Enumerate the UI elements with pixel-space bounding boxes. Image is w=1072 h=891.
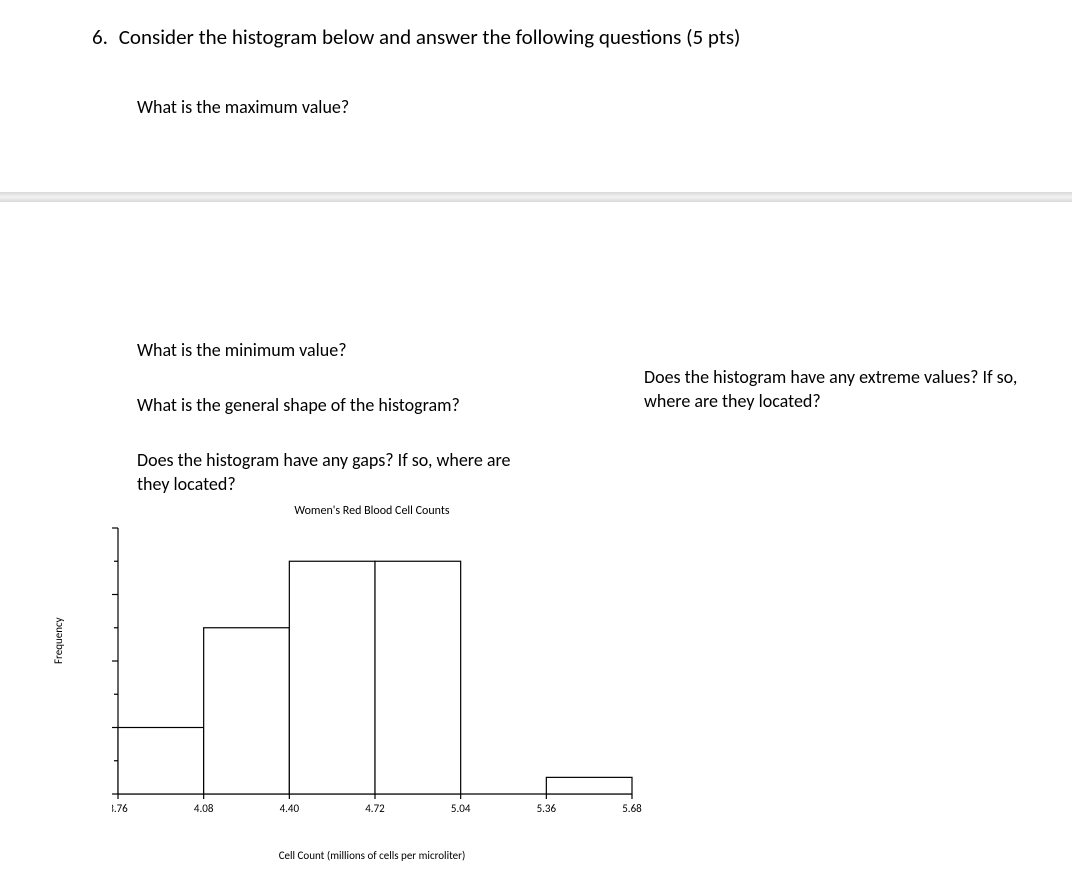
subquestion-max: What is the maximum value? [137, 95, 349, 119]
x-tick-label: 3.76 [112, 802, 128, 815]
histogram-bar [204, 628, 290, 794]
question-number: 6. [92, 24, 108, 50]
x-tick-label: 5.68 [622, 802, 642, 815]
question-header: 6. Consider the histogram below and answ… [92, 24, 740, 50]
x-tick-label: 5.04 [451, 802, 471, 815]
histogram-bar [546, 777, 632, 794]
chart-plot-area: 024683.764.084.404.725.045.365.68 [112, 524, 662, 824]
x-tick-label: 5.36 [537, 802, 557, 815]
histogram-bar [289, 561, 375, 794]
chart-title: Women's Red Blood Cell Counts [62, 504, 682, 518]
subquestion-min: What is the minimum value? [137, 338, 347, 362]
subquestion-shape: What is the general shape of the histogr… [137, 393, 517, 417]
histogram-svg: 024683.764.084.404.725.045.365.68 [112, 524, 662, 824]
question-text: Consider the histogram below and answer … [119, 24, 741, 50]
histogram-bar [375, 561, 461, 794]
subquestion-gaps: Does the histogram have any gaps? If so,… [137, 448, 517, 497]
histogram-bar [118, 728, 204, 795]
histogram-chart: Women's Red Blood Cell Counts Frequency … [62, 504, 682, 864]
page-divider [0, 192, 1072, 202]
subquestion-extreme: Does the histogram have any extreme valu… [644, 365, 1024, 414]
chart-ylabel: Frequency [52, 617, 65, 664]
x-tick-label: 4.72 [365, 802, 385, 815]
x-tick-label: 4.08 [194, 802, 214, 815]
x-tick-label: 4.40 [280, 802, 300, 815]
chart-xlabel: Cell Count (millions of cells per microl… [62, 849, 682, 862]
